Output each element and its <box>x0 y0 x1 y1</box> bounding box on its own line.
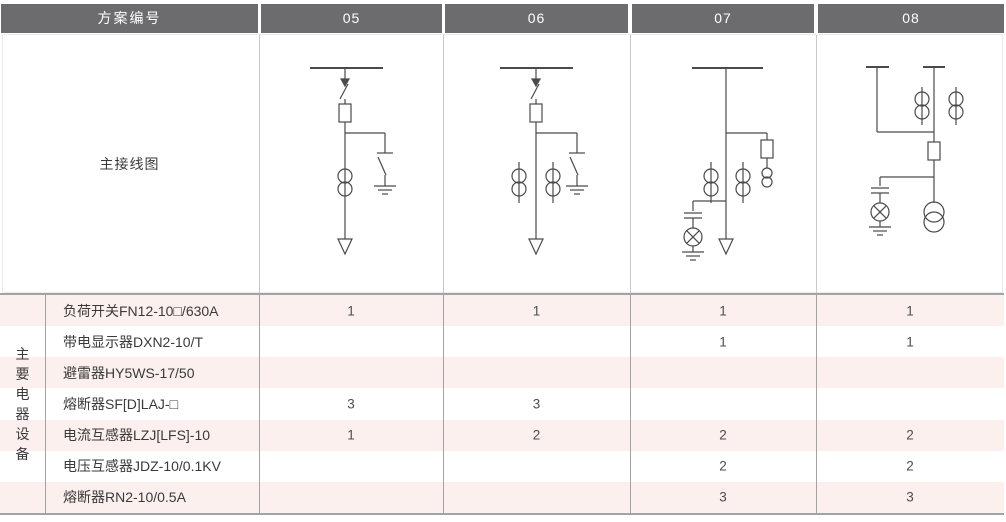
fuse-symbol <box>529 103 543 123</box>
table-bottom-border <box>0 513 1004 515</box>
column-divider <box>259 295 260 513</box>
equipment-name: 电流互感器LZJ[LFS]-10 <box>63 427 211 444</box>
fuse-symbol <box>760 139 774 159</box>
current-transformer-symbol <box>337 168 353 197</box>
load-switch-blade-symbol <box>530 83 540 100</box>
quantity-cell: 1 <box>719 303 727 319</box>
table-row: 熔断器RN2-10/0.5A 3 3 <box>0 481 1004 513</box>
header-scheme-08: 08 <box>818 4 1004 33</box>
equipment-name: 熔断器SF[D]LAJ-□ <box>63 395 179 412</box>
equipment-name: 避雷器HY5WS-17/50 <box>63 364 195 381</box>
scheme-08-wiring-diagram-icon <box>866 66 964 236</box>
row-separator <box>0 293 1004 295</box>
current-transformer-symbol <box>545 162 561 203</box>
earthing-switch-symbol <box>536 132 588 195</box>
quantity-cell: 1 <box>906 303 914 319</box>
quantity-cell: 3 <box>719 489 727 505</box>
quantity-cell: 1 <box>532 303 541 319</box>
quantity-cell: 2 <box>532 427 541 443</box>
quantity-cell: 1 <box>906 334 914 350</box>
table-row: 熔断器SF[D]LAJ-□ 3 3 <box>0 388 1004 420</box>
table-row: 避雷器HY5WS-17/50 <box>0 357 1004 389</box>
equipment-name: 电压互感器JDZ-10/0.1KV <box>63 458 221 475</box>
column-divider <box>630 35 631 293</box>
column-divider <box>443 35 444 293</box>
plug-arrow-symbol <box>530 78 542 88</box>
column-divider <box>630 295 631 513</box>
equipment-table-body: 负荷开关FN12-10□/630A 1 1 1 1 带电显示器DXN2-10/T… <box>0 295 1004 513</box>
equipment-name: 带电显示器DXN2-10/T <box>63 333 204 350</box>
table-row: 带电显示器DXN2-10/T 1 1 <box>0 326 1004 358</box>
quantity-cell: 2 <box>906 458 914 474</box>
fuse-symbol <box>338 103 352 123</box>
quantity-cell: 2 <box>906 427 914 443</box>
header-scheme-06: 06 <box>445 4 628 33</box>
voltage-indicator-symbol <box>682 200 726 261</box>
scheme-07-wiring-diagram-icon <box>682 67 774 261</box>
earthing-switch-symbol <box>345 132 396 195</box>
quantity-cell: 1 <box>347 303 355 319</box>
table-row: 电压互感器JDZ-10/0.1KV 2 2 <box>0 450 1004 482</box>
quantity-cell: 3 <box>906 489 914 505</box>
cable-feeder-symbol <box>337 238 353 256</box>
cable-feeder-symbol <box>528 238 544 256</box>
column-divider <box>816 295 817 513</box>
scheme-06-wiring-diagram-icon <box>500 67 588 256</box>
scheme-05-wiring-diagram-icon <box>310 67 396 256</box>
quantity-cell: 1 <box>719 334 727 350</box>
column-divider <box>45 295 46 513</box>
table-row: 电流互感器LZJ[LFS]-10 1 2 2 2 <box>0 419 1004 451</box>
main-wiring-diagram-label: 主接线图 <box>99 156 160 172</box>
current-transformer-symbol <box>948 87 964 125</box>
table-row: 负荷开关FN12-10□/630A 1 1 1 1 <box>0 295 1004 327</box>
quantity-cell: 1 <box>347 427 355 443</box>
plug-arrow-symbol <box>339 78 351 88</box>
quantity-cell: 2 <box>719 427 727 443</box>
column-divider <box>443 295 444 513</box>
current-transformer-symbol <box>914 87 930 125</box>
current-transformer-symbol <box>735 162 751 203</box>
fuse-branch-symbol <box>726 132 774 188</box>
quantity-cell: 2 <box>719 458 727 474</box>
load-switch-blade-symbol <box>339 83 349 100</box>
column-divider <box>259 35 260 293</box>
quantity-cell: 3 <box>532 396 541 412</box>
cable-feeder-symbol <box>718 238 734 256</box>
voltage-indicator-symbol <box>869 176 934 236</box>
current-transformer-symbol <box>703 162 719 203</box>
header-scheme-number-label: 方案编号 <box>1 4 258 33</box>
voltage-transformer-symbol <box>923 201 945 233</box>
header-scheme-05: 05 <box>261 4 442 33</box>
current-transformer-symbol <box>511 162 527 203</box>
column-divider <box>816 35 817 293</box>
fuse-symbol <box>927 141 941 161</box>
equipment-name: 熔断器RN2-10/0.5A <box>63 489 186 506</box>
header-scheme-07: 07 <box>632 4 814 33</box>
equipment-name: 负荷开关FN12-10□/630A <box>63 302 219 319</box>
equipment-group-label: 主要电器设备 <box>15 346 30 462</box>
quantity-cell: 3 <box>347 396 355 412</box>
